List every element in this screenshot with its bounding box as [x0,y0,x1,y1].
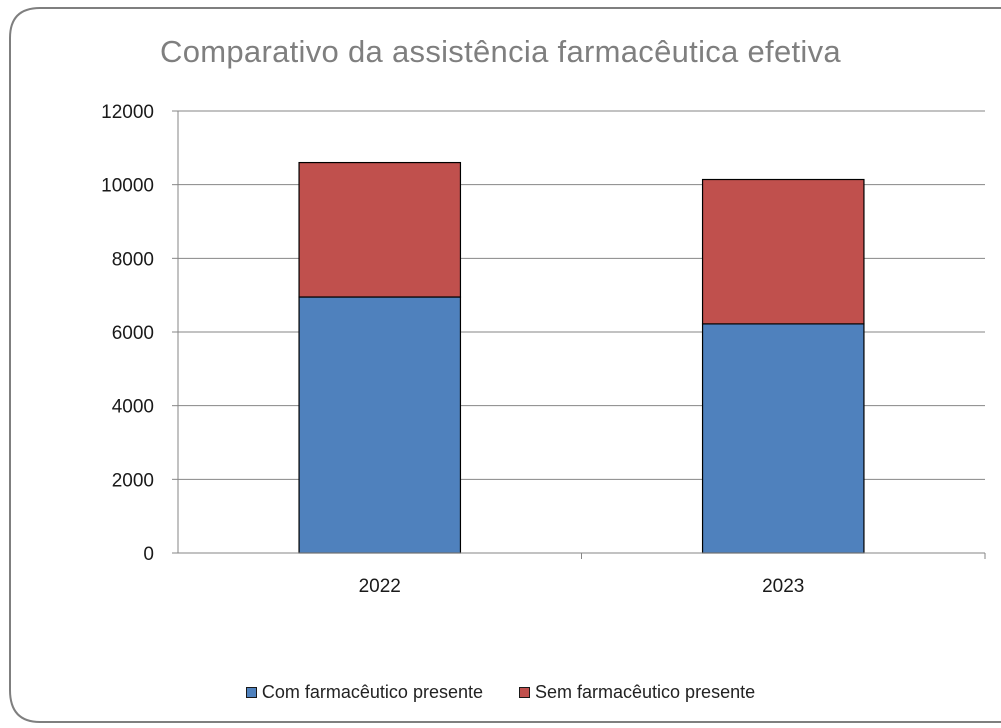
chart-title: Comparativo da assistência farmacêutica … [160,34,841,69]
bar-2022-series-0 [298,296,462,554]
y-tick-label: 6000 [112,323,154,344]
bars [298,161,865,554]
bar-2022-series-1 [298,161,462,298]
axes [172,110,986,559]
x-tick-label: 2022 [359,576,401,597]
legend-label-com: Com farmacêutico presente [261,682,483,702]
legend-item-com: Com farmacêutico presente [245,682,483,703]
bar-2023-series-1 [701,178,865,325]
legend-label-sem: Sem farmacêutico presente [535,682,756,702]
y-tick-label: 2000 [112,470,154,491]
bar-2023-series-0 [701,323,865,554]
legend: Com farmacêutico presente Sem farmacêuti… [0,682,1001,703]
y-tick-label: 4000 [112,397,154,418]
legend-swatch-sem [519,687,530,698]
y-tick-label: 12000 [101,102,154,123]
tick-labels: 0 2000 4000 6000 8000 10000 12000 2022 2023 [101,102,804,597]
y-tick-label: 8000 [112,249,154,270]
y-tick-label: 0 [143,544,154,565]
legend-swatch-com [245,687,257,698]
x-tick-label: 2023 [762,576,804,597]
legend-item-sem: Sem farmacêutico presente [519,682,755,703]
y-tick-label: 10000 [101,176,154,197]
